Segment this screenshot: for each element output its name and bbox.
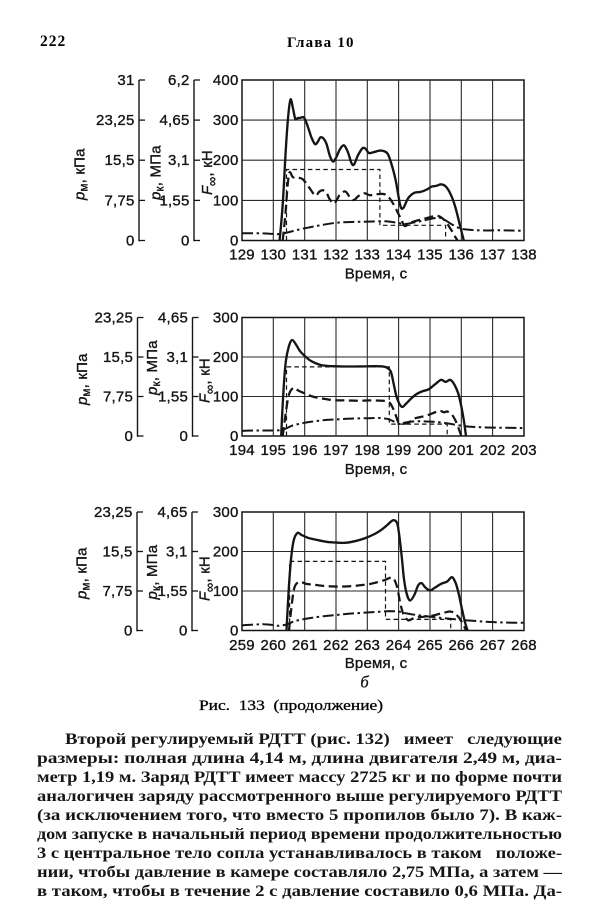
svg-text:Время, с: Время, с	[345, 461, 408, 478]
svg-text:4,65: 4,65	[158, 310, 188, 327]
svg-text:7,75: 7,75	[105, 192, 135, 209]
svg-text:15,5: 15,5	[103, 349, 133, 366]
svg-text:259: 259	[229, 637, 255, 654]
svg-text:200: 200	[213, 152, 239, 169]
svg-text:0: 0	[124, 428, 133, 445]
svg-text:400: 400	[213, 72, 239, 89]
svg-text:6,2: 6,2	[168, 72, 189, 89]
svg-text:194: 194	[229, 442, 255, 459]
svg-text:0: 0	[230, 623, 239, 640]
svg-text:200: 200	[213, 349, 239, 366]
svg-text:0: 0	[124, 623, 133, 640]
svg-text:133: 133	[354, 247, 380, 264]
svg-text:300: 300	[213, 310, 239, 327]
svg-text:131: 131	[292, 247, 318, 264]
svg-text:263: 263	[354, 637, 380, 654]
svg-text:268: 268	[511, 637, 537, 654]
svg-text:0: 0	[179, 623, 188, 640]
svg-text:3,1: 3,1	[167, 349, 188, 366]
svg-text:134: 134	[386, 247, 412, 264]
svg-text:200: 200	[417, 442, 443, 459]
svg-text:31: 31	[117, 72, 134, 89]
svg-text:23,25: 23,25	[96, 112, 135, 129]
svg-text:3,1: 3,1	[166, 544, 187, 561]
svg-text:196: 196	[292, 442, 318, 459]
svg-text:рк, МПа: рк, МПа	[144, 544, 163, 600]
svg-text:0: 0	[230, 428, 239, 445]
svg-text:132: 132	[323, 247, 349, 264]
svg-text:23,25: 23,25	[94, 310, 133, 327]
svg-text:0: 0	[230, 233, 239, 250]
svg-text:рм, кПа: рм, кПа	[72, 148, 91, 201]
svg-text:4,65: 4,65	[158, 504, 188, 521]
svg-text:200: 200	[213, 544, 239, 561]
svg-text:195: 195	[260, 442, 286, 459]
svg-text:рм, кПа: рм, кПа	[74, 353, 93, 406]
svg-text:3,1: 3,1	[168, 152, 189, 169]
svg-text:197: 197	[323, 442, 349, 459]
svg-text:0: 0	[181, 233, 190, 250]
svg-text:262: 262	[323, 637, 349, 654]
svg-text:0: 0	[126, 233, 135, 250]
svg-text:300: 300	[213, 112, 239, 129]
svg-text:б: б	[360, 673, 369, 692]
svg-text:201: 201	[448, 442, 474, 459]
svg-text:129: 129	[229, 247, 255, 264]
svg-text:7,75: 7,75	[103, 583, 133, 600]
svg-text:300: 300	[213, 504, 239, 521]
svg-text:100: 100	[213, 389, 239, 406]
svg-text:4,65: 4,65	[160, 112, 190, 129]
svg-text:1,55: 1,55	[158, 583, 188, 600]
svg-text:130: 130	[260, 247, 286, 264]
svg-text:1,55: 1,55	[160, 192, 190, 209]
svg-text:100: 100	[213, 583, 239, 600]
svg-text:264: 264	[386, 637, 412, 654]
svg-text:рк, МПа: рк, МПа	[148, 145, 167, 201]
svg-text:202: 202	[480, 442, 506, 459]
svg-text:F∞, кН: F∞, кН	[197, 358, 218, 403]
svg-text:0: 0	[179, 428, 188, 445]
svg-text:рк, МПа: рк, МПа	[144, 340, 163, 396]
svg-text:F∞, кН: F∞, кН	[197, 556, 218, 601]
svg-text:1,55: 1,55	[158, 389, 188, 406]
svg-text:23,25: 23,25	[94, 504, 133, 521]
svg-text:137: 137	[480, 247, 506, 264]
svg-text:260: 260	[260, 637, 286, 654]
svg-text:15,5: 15,5	[105, 152, 135, 169]
svg-text:Время, с: Время, с	[345, 655, 408, 672]
svg-text:Время, с: Время, с	[345, 266, 408, 283]
svg-text:F∞, кН: F∞, кН	[199, 150, 220, 195]
svg-text:рм, кПа: рм, кПа	[74, 547, 93, 600]
svg-text:15,5: 15,5	[103, 544, 133, 561]
svg-text:136: 136	[448, 247, 474, 264]
svg-text:266: 266	[448, 637, 474, 654]
svg-text:265: 265	[417, 637, 443, 654]
svg-text:138: 138	[511, 247, 537, 264]
svg-text:198: 198	[354, 442, 380, 459]
svg-text:100: 100	[213, 192, 239, 209]
svg-text:7,75: 7,75	[103, 389, 133, 406]
svg-text:199: 199	[386, 442, 412, 459]
svg-text:267: 267	[480, 637, 506, 654]
svg-text:135: 135	[417, 247, 443, 264]
svg-text:203: 203	[511, 442, 537, 459]
svg-text:261: 261	[292, 637, 318, 654]
